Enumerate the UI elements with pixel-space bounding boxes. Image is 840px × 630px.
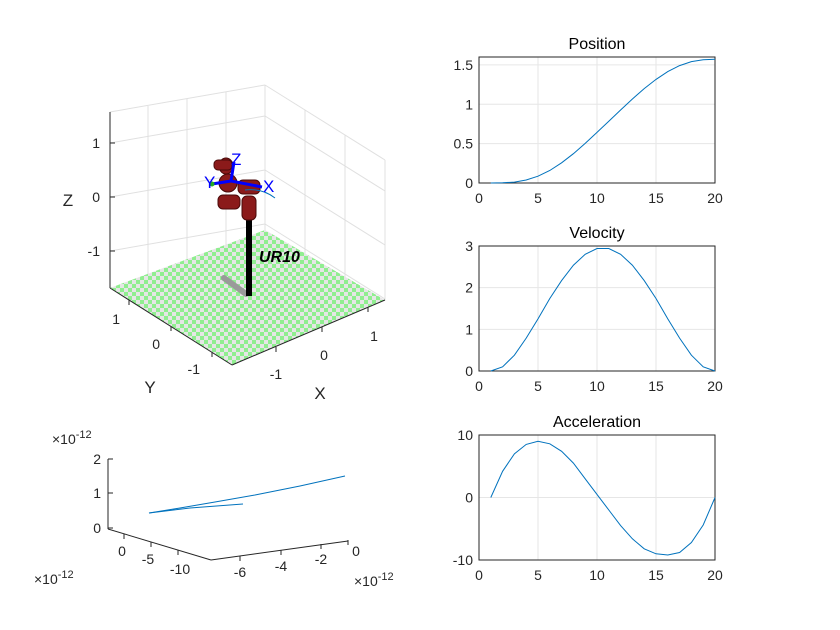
velocity-chart[interactable]: 0 5 10 15 20 0 1 2 3 Velocity bbox=[465, 225, 723, 394]
acceleration-chart-title: Acceleration bbox=[553, 414, 641, 431]
acceleration-xtick-label-2: 10 bbox=[589, 567, 605, 583]
velocity-series-line bbox=[490, 248, 716, 372]
position-series-line bbox=[490, 58, 716, 184]
robot-y-label: Y bbox=[144, 378, 155, 397]
acceleration-xtick-label-4: 20 bbox=[707, 567, 723, 583]
path-z-tick-0: 0 bbox=[93, 520, 101, 536]
path-3d-axes[interactable]: ×10-12 ×10-12 ×10-12 2 1 0 0 -5 -10 -6 -… bbox=[34, 429, 394, 589]
path-x-tick-0: 0 bbox=[352, 543, 360, 559]
position-ytick-label-1: 0.5 bbox=[454, 136, 474, 152]
robot-tool-path bbox=[244, 189, 276, 199]
robot-link-2 bbox=[217, 194, 241, 210]
robot-y-tick-1: 1 bbox=[112, 311, 120, 327]
robot-model: X Y Z bbox=[204, 150, 276, 297]
path-x-tick-neg4: -4 bbox=[275, 558, 288, 574]
path-z-tick-1: 1 bbox=[93, 485, 101, 501]
acceleration-xtick-label-1: 5 bbox=[534, 567, 542, 583]
robot-z-tick-1: 1 bbox=[92, 135, 100, 151]
robot-3d-ticks bbox=[110, 142, 369, 357]
robot-shadow bbox=[221, 275, 249, 297]
robot-name-label: UR10 bbox=[259, 249, 300, 266]
path-trajectory-branch bbox=[148, 503, 244, 514]
robot-x-tick-0: 0 bbox=[320, 347, 328, 363]
position-xtick-label-2: 10 bbox=[589, 190, 605, 206]
path-y-tick-0: 0 bbox=[118, 543, 126, 559]
robot-z-tick-neg1: -1 bbox=[88, 243, 101, 259]
position-ytick-label-0: 0 bbox=[465, 175, 473, 191]
position-axes-box bbox=[478, 56, 716, 184]
acceleration-series-line bbox=[490, 440, 716, 556]
path-y-tick-neg10: -10 bbox=[170, 561, 190, 577]
path-x-exponent: ×10-12 bbox=[354, 571, 394, 589]
path-3d-axis-lines bbox=[107, 458, 349, 561]
velocity-chart-title: Velocity bbox=[569, 225, 624, 242]
robot-x-label: X bbox=[314, 384, 325, 403]
robot-frame-z: Z bbox=[231, 150, 241, 169]
path-y-tick-neg5: -5 bbox=[142, 551, 155, 567]
position-xtick-label-4: 20 bbox=[707, 190, 723, 206]
robot-link-1 bbox=[241, 195, 257, 221]
path-z-tick-2: 2 bbox=[93, 451, 101, 467]
robot-z-label: Z bbox=[63, 191, 73, 210]
velocity-xtick-label-0: 0 bbox=[475, 378, 483, 394]
velocity-ytick-label-2: 2 bbox=[465, 280, 473, 296]
robot-3d-axes[interactable]: 1 0 -1 Z 1 0 -1 Y -1 0 1 X X bbox=[63, 84, 386, 403]
robot-x-tick-1: 1 bbox=[370, 328, 378, 344]
robot-frame-y: Y bbox=[204, 173, 215, 192]
path-x-tick-neg6: -6 bbox=[234, 564, 247, 580]
velocity-xtick-label-1: 5 bbox=[534, 378, 542, 394]
robot-y-tick-neg1: -1 bbox=[188, 361, 201, 377]
robot-frame-x: X bbox=[263, 177, 274, 196]
line-charts: 0 5 10 15 20 0 0.5 1 1.5 Position 0 5 10 15 20 0 1 2 3 Velo… bbox=[453, 36, 723, 583]
position-xtick-label-3: 15 bbox=[648, 190, 664, 206]
path-y-exponent: ×10-12 bbox=[34, 569, 74, 587]
velocity-xtick-label-4: 20 bbox=[707, 378, 723, 394]
path-z-exponent: ×10-12 bbox=[52, 429, 92, 447]
position-chart[interactable]: 0 5 10 15 20 0 0.5 1 1.5 Position bbox=[454, 36, 723, 206]
robot-z-tick-0: 0 bbox=[92, 189, 100, 205]
acceleration-ytick-label-1: 0 bbox=[465, 490, 473, 506]
velocity-xtick-label-2: 10 bbox=[589, 378, 605, 394]
position-ytick-label-3: 1.5 bbox=[454, 57, 474, 73]
acceleration-ytick-label-0: -10 bbox=[453, 552, 473, 568]
position-ytick-label-2: 1 bbox=[465, 96, 473, 112]
acceleration-ytick-label-2: 10 bbox=[457, 427, 473, 443]
path-trajectory bbox=[148, 475, 346, 514]
position-chart-title: Position bbox=[569, 36, 626, 53]
position-xtick-label-1: 5 bbox=[534, 190, 542, 206]
robot-link-4 bbox=[213, 159, 233, 171]
velocity-ytick-label-0: 0 bbox=[465, 363, 473, 379]
acceleration-xtick-label-3: 15 bbox=[648, 567, 664, 583]
velocity-xtick-label-3: 15 bbox=[648, 378, 664, 394]
velocity-ytick-label-1: 1 bbox=[465, 321, 473, 337]
position-xtick-label-0: 0 bbox=[475, 190, 483, 206]
velocity-axes-box bbox=[478, 245, 716, 372]
velocity-ytick-label-3: 3 bbox=[465, 238, 473, 254]
path-x-tick-neg2: -2 bbox=[315, 551, 328, 567]
robot-x-tick-neg1: -1 bbox=[270, 366, 283, 382]
acceleration-xtick-label-0: 0 bbox=[475, 567, 483, 583]
robot-y-tick-0: 0 bbox=[152, 336, 160, 352]
